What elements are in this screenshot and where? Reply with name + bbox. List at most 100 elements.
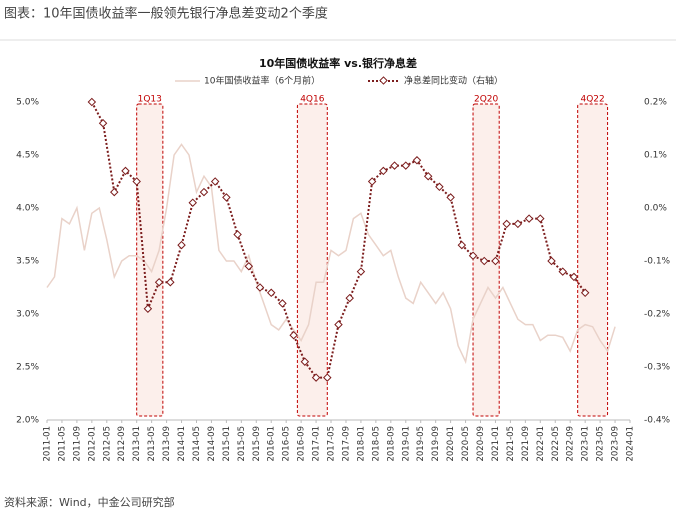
x-tick-label: 2016-01: [267, 426, 277, 462]
data-point: [457, 240, 467, 250]
data-point: [222, 193, 231, 202]
data-point: [278, 299, 287, 308]
data-point: [401, 161, 411, 170]
y2-tick-label: -0.1%: [644, 257, 671, 267]
x-tick-label: 2015-05: [237, 426, 247, 462]
x-tick-label: 2021-09: [521, 426, 531, 462]
data-point: [334, 320, 343, 329]
x-tick-label: 2018-05: [371, 426, 381, 462]
data-point: [480, 256, 489, 266]
data-point: [323, 373, 332, 382]
data-point: [367, 177, 377, 186]
data-point: [390, 161, 399, 170]
x-tick-label: 2014-09: [207, 426, 217, 462]
y2-tick-label: -0.4%: [644, 416, 671, 426]
data-point: [121, 166, 130, 176]
x-tick-label: 2012-09: [117, 426, 127, 462]
x-tick-label: 2020-01: [446, 426, 456, 462]
x-tick-label: 2014-01: [177, 426, 187, 462]
x-tick-label: 2011-09: [72, 426, 82, 462]
data-point: [143, 304, 153, 313]
y-tick-label: 4.0%: [16, 204, 39, 214]
data-point: [502, 219, 511, 229]
data-point: [98, 118, 108, 128]
data-point: [177, 240, 186, 250]
y2-tick-label: 0.2%: [644, 98, 667, 108]
data-point: [87, 97, 97, 107]
data-point: [132, 177, 141, 186]
data-point: [244, 262, 254, 271]
data-point: [423, 171, 433, 181]
page-title: 图表：10年国债收益率一般领先银行净息差变动2个季度: [4, 6, 328, 22]
x-tick-label: 2018-09: [386, 426, 396, 462]
x-tick-label: 2016-09: [297, 426, 307, 462]
data-point: [188, 198, 197, 207]
legend-label: 净息差同比变动（右轴）: [404, 75, 503, 87]
chart-title: 10年国债收益率 vs.银行净息差: [259, 56, 417, 70]
y-tick-label: 2.0%: [16, 416, 39, 426]
data-point: [558, 267, 567, 276]
x-tick-label: 2024-01: [626, 426, 636, 462]
x-tick-label: 2020-09: [476, 426, 486, 462]
data-point: [468, 251, 478, 260]
x-tick-label: 2019-09: [431, 426, 441, 462]
legend-marker: [379, 76, 388, 85]
data-point: [300, 357, 310, 366]
highlight-box: [577, 103, 609, 417]
data-point: [154, 277, 164, 287]
y2-tick-label: -0.3%: [644, 363, 671, 373]
data-point: [547, 256, 556, 266]
data-point: [210, 177, 220, 186]
data-point: [580, 288, 590, 298]
series-line: [46, 143, 616, 365]
data-point: [446, 193, 455, 202]
x-tick-label: 2013-05: [147, 426, 157, 462]
data-point: [345, 293, 354, 303]
data-point: [356, 267, 366, 276]
data-point: [311, 373, 321, 382]
x-tick-label: 2016-05: [282, 426, 292, 462]
data-point: [435, 182, 444, 192]
y-tick-label: 4.5%: [16, 151, 39, 161]
x-tick-label: 2011-01: [43, 426, 53, 462]
data-point: [513, 219, 523, 229]
data-point: [266, 288, 276, 298]
data-point: [379, 166, 388, 176]
data-point: [412, 156, 422, 165]
highlight-label: 1Q13: [138, 95, 162, 105]
highlight-label: 2Q20: [474, 95, 499, 105]
x-tick-label: 2012-05: [102, 426, 112, 462]
data-point: [233, 230, 242, 239]
data-point: [491, 256, 500, 266]
x-tick-label: 2018-01: [356, 426, 366, 462]
x-tick-label: 2022-09: [566, 426, 576, 462]
x-tick-label: 2019-01: [401, 426, 411, 462]
highlight-box: [136, 103, 164, 417]
x-tick-label: 2017-01: [312, 426, 322, 462]
data-point: [199, 187, 209, 197]
x-tick-label: 2012-01: [87, 426, 97, 462]
x-tick-label: 2019-05: [416, 426, 426, 462]
y2-tick-label: 0.1%: [644, 151, 667, 161]
x-tick-label: 2023-01: [581, 426, 591, 462]
x-tick-label: 2023-05: [596, 426, 606, 462]
data-point: [166, 277, 175, 287]
x-tick-label: 2021-01: [491, 426, 501, 462]
x-tick-label: 2014-05: [192, 426, 202, 462]
y-tick-label: 3.5%: [16, 257, 39, 267]
x-tick-label: 2017-09: [341, 426, 351, 462]
data-point: [110, 187, 119, 197]
x-tick-label: 2022-05: [551, 426, 561, 462]
x-tick-label: 2022-01: [536, 426, 546, 462]
x-tick-label: 2021-05: [506, 426, 516, 462]
x-tick-label: 2023-09: [611, 426, 621, 462]
y-tick-label: 5.0%: [16, 98, 39, 108]
data-point: [255, 283, 265, 292]
highlight-box: [296, 103, 328, 417]
data-point: [289, 330, 298, 340]
y2-tick-label: 0.0%: [644, 204, 667, 214]
x-tick-label: 2015-09: [252, 426, 262, 462]
legend-label: 10年国债收益率（6个月前）: [204, 75, 320, 87]
